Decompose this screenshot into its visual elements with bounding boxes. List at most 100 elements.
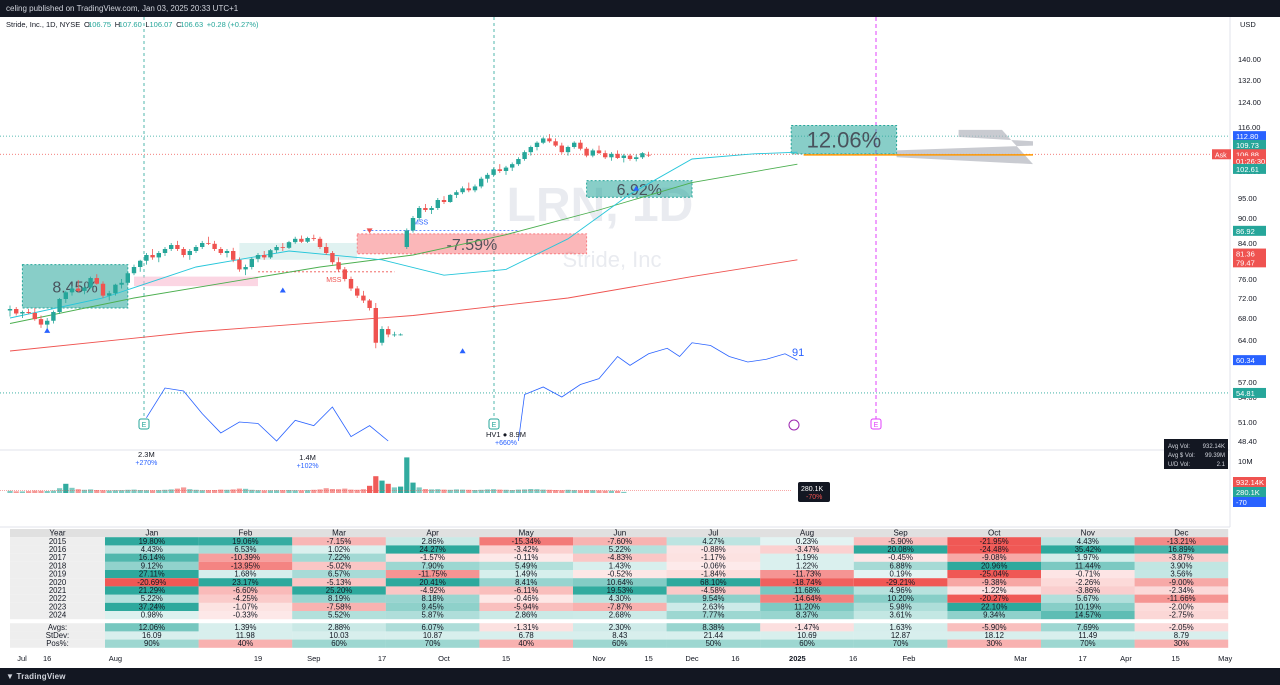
- volume-bar: [559, 490, 565, 493]
- month-value: 16.14%: [139, 553, 166, 562]
- candle: [200, 240, 205, 249]
- time-tick-label: 15: [502, 654, 510, 663]
- month-value: -4.92%: [420, 586, 445, 595]
- price-badge-text: 102.61: [1236, 165, 1259, 174]
- month-value: 9.45%: [422, 602, 444, 611]
- volume-bar: [286, 490, 292, 493]
- month-cell: [760, 570, 854, 579]
- volume-bar: [131, 489, 137, 493]
- month-value: 8.18%: [422, 594, 444, 603]
- volume-bar: [367, 485, 373, 493]
- month-value: 35.42%: [1075, 545, 1102, 554]
- candle: [255, 253, 261, 263]
- volume-bar: [540, 489, 546, 493]
- summary-value: 60%: [331, 639, 347, 648]
- volume-bar: [236, 488, 242, 493]
- dividend-marker-icon[interactable]: [788, 419, 800, 431]
- candles: [7, 134, 651, 349]
- candle: [100, 281, 106, 298]
- month-value: 1.49%: [515, 570, 537, 579]
- candle-body: [330, 253, 335, 263]
- year-label: 2015: [49, 537, 67, 546]
- candle-body: [274, 247, 279, 251]
- price-badge: 102.61: [1233, 163, 1266, 174]
- month-cell: [666, 570, 761, 579]
- month-cell: [385, 570, 480, 579]
- candle-body: [206, 243, 211, 244]
- candle: [485, 172, 490, 183]
- month-cell: [1041, 570, 1135, 579]
- month-value: 19.80%: [139, 537, 166, 546]
- year-label: 2023: [49, 602, 66, 611]
- time-tick-label: 19: [254, 654, 262, 663]
- month-value: -21.95%: [980, 537, 1009, 546]
- candle-body: [609, 153, 614, 158]
- candle: [169, 243, 174, 251]
- month-cell: [198, 537, 293, 546]
- summary-row: Pos%: 90% 40% 60% 70% 40% 60% 50% 60% 70% 30% 70% 30…: [10, 639, 1229, 648]
- summary-cell: [853, 631, 948, 640]
- summary-value: 60%: [612, 639, 628, 648]
- summary-label-cell: [10, 623, 105, 632]
- month-cell: [1134, 570, 1229, 579]
- month-cell: [198, 586, 293, 595]
- published-text: celing published on TradingView.com, Jan…: [6, 4, 239, 13]
- candle-body: [82, 287, 87, 291]
- month-cell: [198, 570, 293, 579]
- candle: [627, 153, 633, 161]
- earnings-marker[interactable]: E: [870, 418, 882, 430]
- price-tick-label: 124.00: [1238, 98, 1261, 107]
- candle: [386, 326, 391, 338]
- volume-bar: [398, 486, 404, 493]
- volume-bar: [255, 490, 261, 493]
- candle-body: [218, 249, 223, 253]
- volume-bar: [348, 489, 354, 493]
- price-tick-label: 132.00: [1238, 76, 1261, 85]
- month-cell: [479, 570, 573, 579]
- volume-bar: [553, 490, 559, 493]
- candle-body: [156, 253, 161, 258]
- summary-cell: [573, 631, 667, 640]
- candle: [528, 145, 533, 156]
- earnings-marker[interactable]: E: [138, 418, 150, 430]
- month-cell: [479, 602, 573, 611]
- month-cell: [105, 553, 199, 562]
- month-cell: [947, 561, 1041, 570]
- month-cell: [479, 561, 573, 570]
- earnings-marker[interactable]: E: [488, 418, 500, 430]
- rsi-value-label: 91: [792, 347, 804, 359]
- month-value: 5.67%: [1077, 594, 1099, 603]
- month-value: -24.48%: [980, 545, 1009, 554]
- month-cell: [853, 561, 948, 570]
- table-header-month: Feb: [239, 529, 253, 538]
- ohlc-l-label: L: [145, 20, 149, 29]
- month-cell: [385, 537, 480, 546]
- price-tick-label: 84.00: [1238, 239, 1257, 248]
- candle: [392, 331, 397, 337]
- summary-label: Avgs:: [48, 623, 67, 632]
- month-cell: [198, 594, 293, 603]
- summary-value: 2.88%: [328, 623, 350, 632]
- volume-bar: [472, 490, 478, 493]
- candle-body: [386, 329, 391, 335]
- volume-bar: [88, 489, 94, 493]
- volume-bar: [410, 482, 416, 493]
- volume-bar: [100, 490, 106, 493]
- candle: [324, 243, 329, 255]
- time-tick-label: 17: [1078, 654, 1086, 663]
- month-value: 37.24%: [139, 602, 166, 611]
- candle: [181, 247, 186, 258]
- month-cell: [853, 586, 948, 595]
- volume-bar: [75, 489, 81, 493]
- month-value: -0.71%: [1075, 570, 1100, 579]
- volume-info-label: U/D Vol:: [1168, 462, 1190, 468]
- month-value: -20.69%: [137, 578, 166, 587]
- candle: [299, 235, 304, 243]
- candle-body: [547, 138, 552, 142]
- candle: [634, 154, 639, 162]
- candle: [138, 259, 143, 272]
- candle: [373, 303, 378, 349]
- month-value: 1.68%: [234, 570, 256, 579]
- volume-bar: [615, 490, 621, 493]
